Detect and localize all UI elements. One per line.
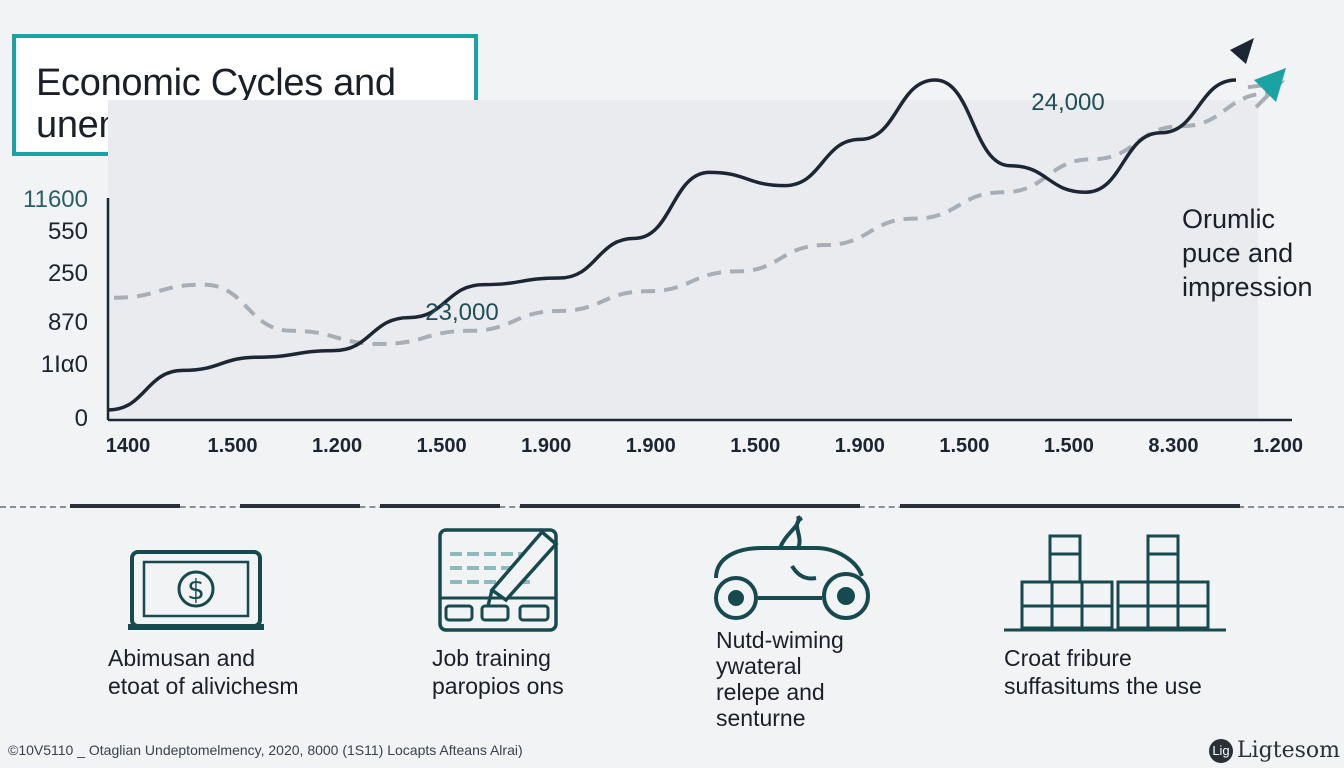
y-tick-label: 1Ια0 xyxy=(41,351,88,378)
divider-segment xyxy=(380,504,500,508)
icon-label-3c: relepe and xyxy=(716,679,825,705)
icon-label-4a: Croat fribure xyxy=(1004,645,1132,671)
icon-label-3a: Nutd-wiming xyxy=(716,627,844,653)
solid-arrowhead xyxy=(1230,38,1254,64)
divider-segment xyxy=(240,504,360,508)
source-footer: ©10V5110 _ Otaglian Undeptomelmency, 202… xyxy=(8,742,523,758)
y-tick-label: 870 xyxy=(48,309,88,336)
divider-segment xyxy=(900,504,1240,508)
x-tick-label: 1.900 xyxy=(626,435,676,457)
y-tick-label: 0 xyxy=(75,405,88,432)
side-label-line: impression xyxy=(1182,272,1313,302)
annotation-label: 23,000 xyxy=(425,299,498,326)
icon-label-3b: ywateral xyxy=(716,653,802,679)
x-tick-label: 1400 xyxy=(106,435,151,457)
svg-text:$: $ xyxy=(187,573,205,606)
icon-label-3d: senturne xyxy=(716,705,806,731)
brand-logo: Lig Ligtesom xyxy=(1209,738,1340,763)
x-tick-label: 1.500 xyxy=(730,435,780,457)
brand-name: Ligtesom xyxy=(1237,738,1340,763)
divider-segment xyxy=(70,504,180,508)
x-tick-label: 1.500 xyxy=(1044,435,1094,457)
annotation-label: 24,000 xyxy=(1031,89,1104,116)
icon-label-1a: Abimusan and xyxy=(108,645,256,671)
vehicle-icon xyxy=(706,514,876,629)
bar-blocks-icon xyxy=(1000,532,1230,639)
accent-marker-icon xyxy=(1254,68,1286,102)
job-training-icon xyxy=(436,520,566,640)
plot-background xyxy=(108,100,1258,420)
icon-label-4b: suffasitums the use xyxy=(1004,673,1202,699)
dashed-series-line xyxy=(113,91,1271,347)
line-chart: 11600 550 250 870 1Ια0 0 1400 1.500 1.200 1.500 1.… xyxy=(23,38,1313,457)
x-tick-label: 1.500 xyxy=(208,435,258,457)
icon-label-2a: Job training xyxy=(432,645,551,671)
money-screen-icon: $ xyxy=(128,548,268,643)
x-tick-label: 1.500 xyxy=(417,435,467,457)
x-tick-label: 1.200 xyxy=(312,435,362,457)
side-label-line: puce and xyxy=(1182,238,1293,268)
divider-segment xyxy=(520,504,860,508)
side-label-line: Orumlic xyxy=(1182,204,1275,234)
x-tick-label: 1.900 xyxy=(521,435,571,457)
x-tick-label: 1.200 xyxy=(1253,435,1303,457)
y-tick-label: 11600 xyxy=(23,186,88,213)
y-tick-label: 250 xyxy=(48,260,88,287)
x-tick-label: 1.900 xyxy=(835,435,885,457)
solid-series-line xyxy=(107,78,1237,412)
icon-label-2b: paropios ons xyxy=(432,673,564,699)
y-tick-label: 550 xyxy=(48,218,88,245)
x-tick-label: 1.500 xyxy=(939,435,989,457)
brand-mark-icon: Lig xyxy=(1209,739,1233,763)
x-tick-label: 8.300 xyxy=(1148,435,1198,457)
icon-label-1b: etoat of alivichesm xyxy=(108,673,299,699)
